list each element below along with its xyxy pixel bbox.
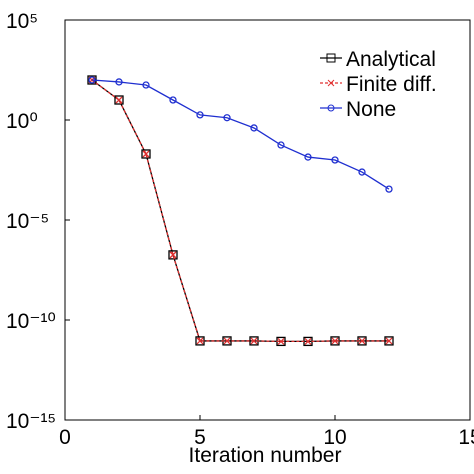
marker bbox=[358, 168, 366, 176]
marker bbox=[168, 250, 178, 260]
marker bbox=[358, 337, 366, 345]
marker bbox=[385, 337, 393, 345]
y-tick-label: 10⁵ bbox=[6, 10, 38, 33]
legend-label: Finite diff. bbox=[346, 73, 437, 96]
legend-symbol bbox=[327, 79, 335, 87]
x-tick-label: 10 bbox=[323, 426, 346, 449]
marker bbox=[277, 337, 285, 345]
marker bbox=[250, 337, 258, 345]
marker bbox=[142, 150, 150, 158]
marker bbox=[331, 337, 339, 345]
marker bbox=[196, 337, 204, 345]
marker bbox=[114, 95, 124, 105]
series-line bbox=[91, 79, 390, 190]
legend-marker bbox=[327, 79, 335, 87]
x-tick-label: 5 bbox=[194, 426, 206, 449]
marker bbox=[169, 96, 177, 104]
legend-label: Analytical bbox=[346, 48, 436, 71]
marker bbox=[115, 78, 123, 86]
marker bbox=[196, 111, 204, 119]
y-tick-label: 10⁻⁵ bbox=[6, 210, 49, 233]
marker bbox=[88, 76, 96, 84]
legend-box bbox=[317, 39, 469, 135]
x-tick-label: 0 bbox=[59, 426, 71, 449]
marker bbox=[141, 149, 151, 159]
x-axis-label: Iteration number bbox=[189, 444, 342, 467]
marker bbox=[250, 124, 258, 132]
legend-marker bbox=[327, 104, 335, 112]
marker bbox=[304, 153, 312, 161]
marker bbox=[223, 337, 231, 345]
x-tick-label: 15 bbox=[458, 426, 474, 449]
marker bbox=[142, 81, 150, 89]
legend-symbol bbox=[327, 104, 335, 112]
legend-marker bbox=[326, 53, 336, 63]
marker bbox=[169, 251, 177, 259]
marker bbox=[115, 96, 123, 104]
y-tick-label: 10⁻¹⁵ bbox=[6, 410, 56, 433]
legend-symbol bbox=[326, 53, 336, 63]
marker bbox=[304, 337, 312, 345]
y-tick-label: 10⁰ bbox=[6, 110, 38, 133]
marker bbox=[384, 336, 394, 346]
marker bbox=[223, 114, 231, 122]
marker bbox=[277, 141, 285, 149]
marker bbox=[385, 185, 393, 193]
marker bbox=[331, 156, 339, 164]
legend-label: None bbox=[346, 98, 396, 121]
y-tick-label: 10⁻¹⁰ bbox=[6, 310, 56, 333]
